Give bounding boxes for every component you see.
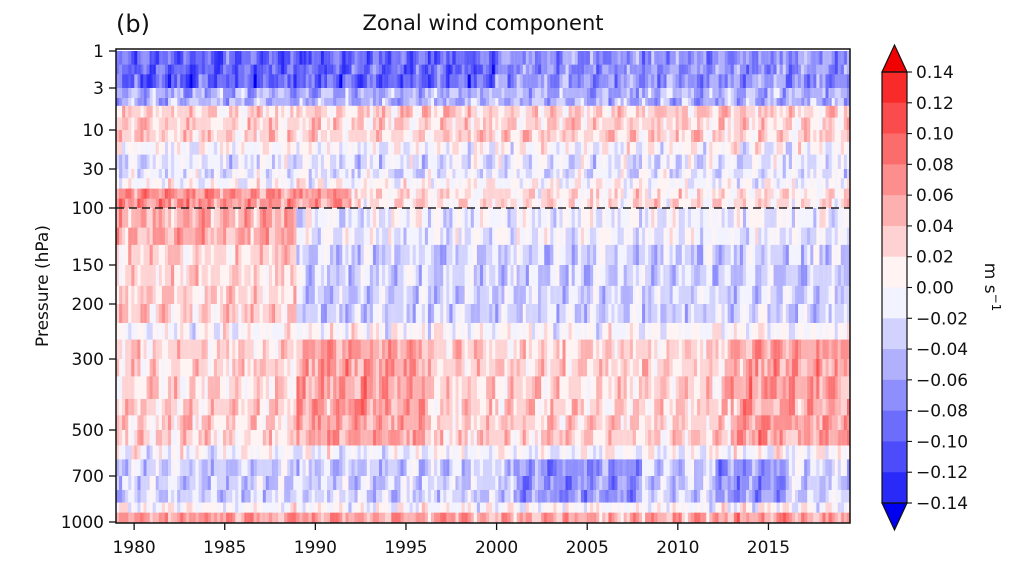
chart-title: Zonal wind component <box>362 11 603 35</box>
panel-label: (b) <box>116 10 150 38</box>
